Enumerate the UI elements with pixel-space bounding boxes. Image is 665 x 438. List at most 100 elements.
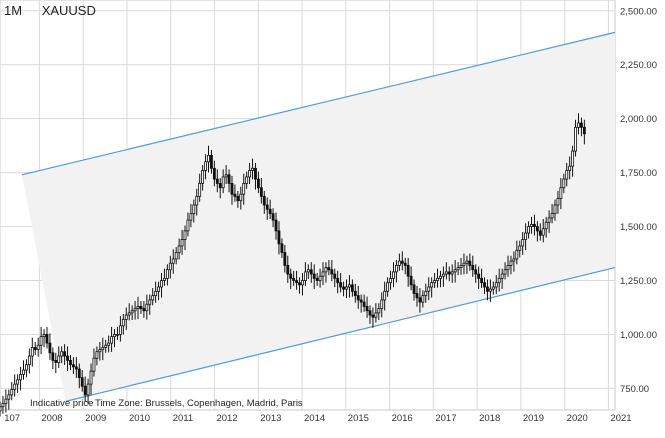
candle-body bbox=[547, 217, 551, 223]
candle bbox=[527, 221, 530, 239]
candle bbox=[533, 214, 536, 236]
candle bbox=[359, 294, 363, 313]
candle-body bbox=[163, 277, 166, 281]
candle-body bbox=[7, 394, 11, 400]
candle-body bbox=[204, 161, 207, 171]
candle-body bbox=[538, 230, 542, 236]
candle bbox=[139, 301, 143, 314]
candle-body bbox=[418, 297, 422, 303]
candle-body bbox=[151, 295, 155, 301]
candle bbox=[380, 292, 384, 318]
candle bbox=[186, 212, 190, 237]
candle bbox=[98, 342, 102, 361]
candle-body bbox=[524, 232, 528, 240]
candle bbox=[27, 348, 31, 374]
candle-body bbox=[236, 195, 240, 202]
candle-body bbox=[386, 282, 390, 292]
candle bbox=[145, 294, 149, 320]
candle-body bbox=[327, 267, 331, 271]
x-tick-label: 107 bbox=[4, 413, 20, 424]
candle bbox=[350, 279, 354, 297]
candle bbox=[353, 283, 357, 303]
candle bbox=[142, 301, 146, 318]
candle bbox=[430, 277, 434, 298]
candle-body bbox=[127, 312, 131, 316]
candle-body bbox=[541, 228, 545, 236]
candle-body bbox=[409, 275, 413, 286]
candle-body bbox=[157, 286, 160, 292]
candle bbox=[497, 268, 501, 292]
candle bbox=[165, 264, 169, 286]
candle bbox=[456, 262, 460, 276]
candle-body bbox=[494, 282, 498, 288]
candle-body bbox=[95, 351, 99, 359]
candle bbox=[230, 175, 234, 205]
candle-body bbox=[456, 267, 460, 271]
candle bbox=[538, 223, 542, 241]
period-label[interactable]: 1M bbox=[4, 3, 23, 18]
candle-body bbox=[259, 187, 263, 197]
candle bbox=[95, 346, 99, 366]
candle-body bbox=[527, 226, 530, 234]
candle-body bbox=[142, 308, 146, 312]
candle-body bbox=[309, 269, 313, 275]
candle-body bbox=[242, 183, 246, 195]
candle bbox=[377, 303, 381, 321]
candle-body bbox=[441, 273, 445, 277]
y-tick-label: 2,250.00 bbox=[620, 60, 657, 71]
candle-body bbox=[107, 342, 111, 346]
candle-body bbox=[468, 260, 472, 266]
candle bbox=[66, 346, 69, 371]
candle bbox=[374, 303, 378, 323]
candle bbox=[113, 329, 116, 348]
candle bbox=[224, 165, 228, 185]
candle-body bbox=[130, 310, 134, 314]
indicative-price-note: Indicative price bbox=[30, 398, 94, 409]
candle-body bbox=[345, 286, 348, 290]
candle-body bbox=[424, 290, 428, 297]
candle-body bbox=[239, 193, 243, 202]
candle-body bbox=[491, 286, 495, 290]
candle-body bbox=[165, 269, 169, 279]
candle bbox=[89, 363, 93, 395]
candle-body bbox=[383, 290, 387, 301]
candle bbox=[174, 247, 178, 265]
candle bbox=[236, 190, 240, 208]
candle bbox=[403, 257, 407, 275]
candle bbox=[33, 342, 37, 355]
candle bbox=[233, 184, 237, 202]
candle bbox=[51, 347, 55, 370]
candle bbox=[356, 285, 360, 309]
candle bbox=[441, 266, 445, 287]
candle-body bbox=[57, 355, 61, 363]
candle bbox=[118, 316, 122, 342]
candle bbox=[201, 165, 205, 191]
candle-body bbox=[330, 269, 334, 275]
symbol-label[interactable]: XAUUSD bbox=[41, 3, 96, 18]
candle bbox=[394, 260, 398, 283]
y-tick-label: 1,250.00 bbox=[620, 276, 657, 287]
candle-body bbox=[421, 295, 425, 303]
candle bbox=[36, 337, 40, 357]
candle bbox=[183, 225, 187, 251]
candle-body bbox=[4, 398, 8, 404]
candle-body bbox=[98, 349, 102, 353]
candle bbox=[80, 370, 84, 392]
candle-body bbox=[116, 334, 119, 336]
candle bbox=[577, 113, 580, 135]
candle-body bbox=[550, 213, 554, 219]
candle-body bbox=[256, 178, 260, 189]
candle-body bbox=[577, 122, 580, 128]
candle bbox=[392, 262, 395, 288]
candle-body bbox=[568, 165, 572, 171]
candle bbox=[397, 253, 401, 271]
candle bbox=[530, 216, 533, 234]
candle bbox=[491, 281, 495, 295]
candle bbox=[7, 389, 11, 410]
candle-body bbox=[582, 126, 586, 135]
candle-body bbox=[92, 357, 96, 372]
candle-body bbox=[283, 252, 287, 266]
candle bbox=[465, 255, 469, 274]
candle bbox=[541, 219, 545, 243]
